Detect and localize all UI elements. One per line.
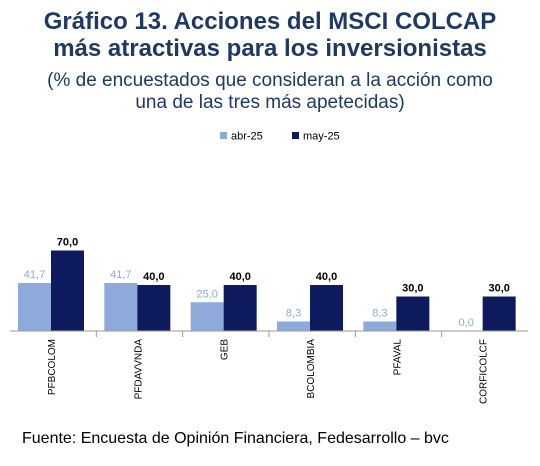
source-note: Fuente: Encuesta de Opinión Financiera, … [22, 430, 449, 447]
bar-bcolombia-abr-25 [277, 321, 310, 331]
category-label-corficolcf: CORFICOLCF [479, 339, 490, 404]
bar-geb-may-25 [223, 285, 257, 331]
data-label-pfbcolom-may-25: 70,0 [57, 237, 78, 249]
chart-subtitle-line-1: (% de encuestados que consideran a la ac… [47, 70, 493, 91]
legend-swatch-abr-25 [220, 132, 227, 139]
data-label-pfdavvnda-abr-25: 41,7 [110, 269, 131, 281]
bar-corficolcf-may-25 [482, 296, 516, 331]
chart-title-line-2: más atractivas para los inversionistas [53, 35, 487, 62]
data-label-pfdavvnda-may-25: 40,0 [143, 271, 164, 283]
chart-title-line-1: Gráfico 13. Acciones del MSCI COLCAP [43, 8, 497, 35]
category-label-pfaval: PFAVAL [392, 339, 403, 376]
category-label-bcolombia: BCOLOMBIA [306, 339, 317, 399]
bar-geb-abr-25 [190, 302, 224, 331]
bar-pfdavvnda-may-25 [137, 285, 171, 331]
data-label-pfaval-abr-25: 8,3 [372, 307, 387, 319]
category-label-geb: GEB [220, 339, 231, 360]
bar-pfbcolom-may-25 [51, 250, 84, 331]
bar-pfaval-may-25 [396, 296, 430, 331]
data-label-pfaval-may-25: 30,0 [402, 283, 423, 295]
data-label-bcolombia-abr-25: 8,3 [286, 307, 301, 319]
category-label-pfbcolom: PFBCOLOM [47, 339, 58, 395]
bar-pfaval-abr-25 [363, 321, 397, 331]
data-label-geb-may-25: 40,0 [229, 271, 250, 283]
legend-swatch-may-25 [292, 132, 299, 139]
data-label-pfbcolom-abr-25: 41,7 [24, 269, 45, 281]
bar-pfdavvnda-abr-25 [104, 283, 138, 331]
category-label-pfdavvnda: PFDAVVNDA [133, 339, 144, 400]
data-label-corficolcf-may-25: 30,0 [488, 283, 509, 295]
chart-subtitle-line-2: una de las tres más apetecidas) [135, 92, 405, 113]
data-label-bcolombia-may-25: 40,0 [316, 271, 337, 283]
bar-pfbcolom-abr-25 [18, 283, 51, 331]
bar-bcolombia-may-25 [310, 285, 343, 331]
data-label-corficolcf-abr-25: 0,0 [459, 317, 474, 329]
legend-label-may-25: may-25 [303, 131, 340, 143]
legend-label-abr-25: abr-25 [231, 131, 263, 143]
data-label-geb-abr-25: 25,0 [196, 288, 217, 300]
bar-chart: abr-25 may-25 41,7 70,0 PFBCOLOM 41,7 40,0 PFDA… [10, 131, 528, 404]
